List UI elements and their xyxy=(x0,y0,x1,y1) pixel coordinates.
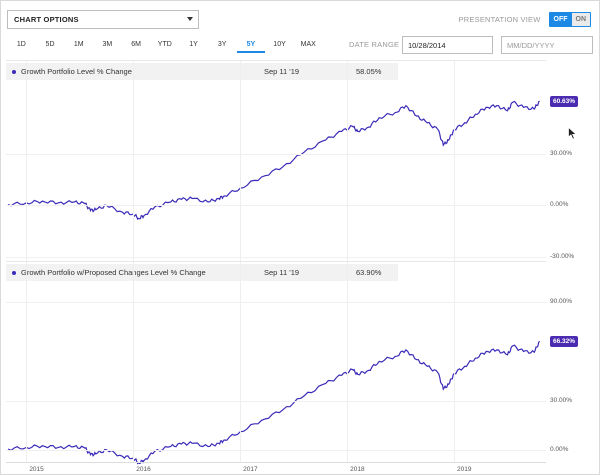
chart-panel-1: Growth Portfolio Level % Change Sep 11 '… xyxy=(6,60,579,261)
chart-options-label: CHART OPTIONS xyxy=(14,15,79,24)
range-button-5d[interactable]: 5D xyxy=(45,41,55,48)
legend-value: 63.90% xyxy=(356,268,382,277)
y-tick-label: 90.00% xyxy=(550,298,573,306)
chevron-down-icon xyxy=(187,17,193,21)
range-button-3y[interactable]: 3Y xyxy=(217,41,227,48)
grid-line xyxy=(6,449,546,451)
end-date-input[interactable] xyxy=(501,36,593,54)
grid-line xyxy=(240,61,242,261)
last-value-badge: 66.32% xyxy=(550,336,579,348)
grid-line xyxy=(347,262,349,462)
legend-date: Sep 11 '19 xyxy=(264,268,300,277)
presentation-view-label: PRESENTATION VIEW xyxy=(458,15,541,24)
range-button-1d[interactable]: 1D xyxy=(16,41,26,48)
x-axis: 2015 2016 2017 2018 2019 xyxy=(6,462,546,474)
x-tick-label: 2019 xyxy=(457,466,472,473)
range-button-ytd[interactable]: YTD xyxy=(157,41,172,48)
grid-line xyxy=(6,400,546,402)
grid-line xyxy=(133,61,135,261)
date-range-label: DATE RANGE xyxy=(349,40,400,49)
legend-bar: Growth Portfolio Level % Change Sep 11 '… xyxy=(6,63,398,80)
grid-line xyxy=(6,302,546,304)
legend-value: 58.05% xyxy=(356,67,382,76)
legend-date: Sep 11 '19 xyxy=(264,67,300,76)
grid-line xyxy=(26,262,28,462)
date-range-dropdown[interactable]: DATE RANGE xyxy=(349,40,408,49)
range-selector: 1D 5D 1M 3M 6M YTD 1Y 3Y 5Y 10Y MAX xyxy=(7,37,323,53)
series-name: Growth Portfolio w/Proposed Changes Leve… xyxy=(21,268,206,277)
chart-panel-2: Growth Portfolio w/Proposed Changes Leve… xyxy=(6,261,579,465)
y-tick-label: 30.00% xyxy=(550,396,573,404)
grid-line xyxy=(6,205,546,207)
start-date-input[interactable] xyxy=(402,36,493,54)
chart-options-dropdown[interactable]: CHART OPTIONS xyxy=(7,10,199,29)
x-tick-label: 2016 xyxy=(136,466,151,473)
presentation-view-control: PRESENTATION VIEW OFF ON xyxy=(459,12,591,27)
x-tick-label: 2017 xyxy=(243,466,258,473)
grid-line xyxy=(26,61,28,261)
range-button-10y[interactable]: 10Y xyxy=(273,41,286,48)
grid-line xyxy=(6,257,546,258)
presentation-toggle[interactable]: OFF ON xyxy=(548,12,591,27)
range-button-1y[interactable]: 1Y xyxy=(189,41,198,48)
grid-line xyxy=(133,262,135,462)
x-tick-label: 2015 xyxy=(29,466,44,473)
range-button-6m[interactable]: 6M xyxy=(131,41,141,48)
range-button-1m[interactable]: 1M xyxy=(73,41,84,48)
series-dot-icon xyxy=(12,270,16,275)
grid-line xyxy=(6,153,546,155)
toggle-on-button[interactable]: ON xyxy=(571,13,590,26)
range-button-5y[interactable]: 5Y xyxy=(236,37,266,53)
legend-bar: Growth Portfolio w/Proposed Changes Leve… xyxy=(6,264,398,281)
y-tick-label: -30.00% xyxy=(550,253,575,260)
grid-line xyxy=(454,61,456,261)
mouse-pointer-icon xyxy=(568,127,577,140)
last-value-badge: 60.63% xyxy=(550,96,579,108)
series-line-chart xyxy=(7,340,541,465)
grid-line xyxy=(454,262,456,462)
y-tick-label: 0.00% xyxy=(550,445,569,453)
toggle-off-button[interactable]: OFF xyxy=(549,13,572,26)
series-line xyxy=(7,340,541,465)
series-line xyxy=(7,100,540,221)
y-tick-label: 30.00% xyxy=(550,149,573,157)
series-dot-icon xyxy=(12,69,16,74)
y-tick-label: 0.00% xyxy=(550,201,569,209)
range-button-3m[interactable]: 3M xyxy=(102,41,113,48)
x-tick-label: 2018 xyxy=(350,466,365,473)
range-button-max[interactable]: MAX xyxy=(300,41,316,48)
grid-line xyxy=(347,61,349,261)
series-line-chart xyxy=(7,100,540,221)
series-name: Growth Portfolio Level % Change xyxy=(21,67,132,76)
grid-line xyxy=(240,262,242,462)
